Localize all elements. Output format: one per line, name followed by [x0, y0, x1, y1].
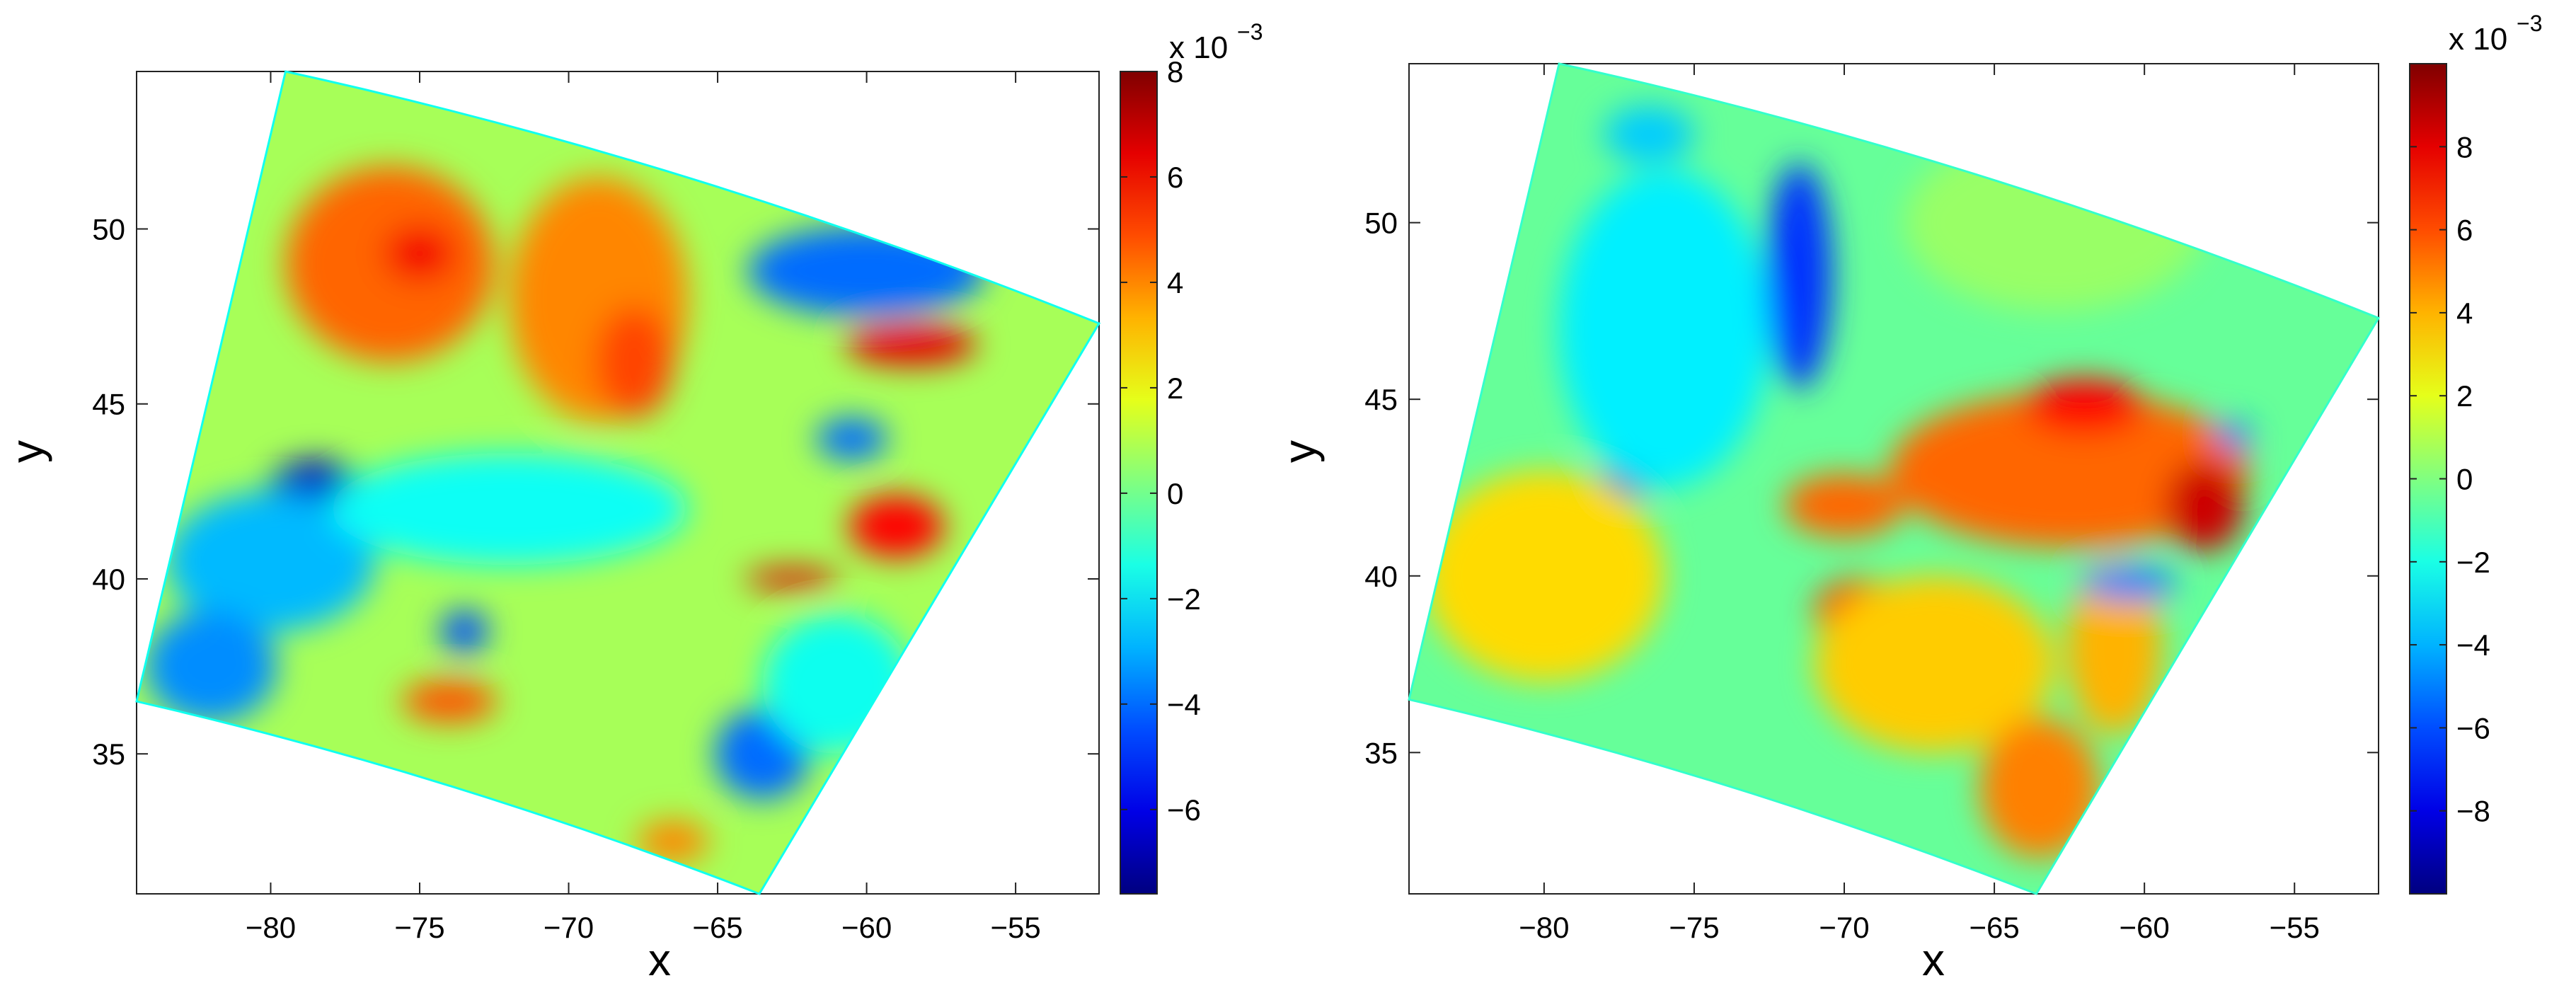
left-field-feature: [330, 452, 688, 565]
right-x-axis-label: x: [1922, 934, 1945, 985]
right-field-feature: [1766, 162, 1833, 389]
right-colorbar-multiplier: x 10: [2449, 22, 2507, 57]
right-colorbar-tick-label: 6: [2456, 214, 2473, 247]
left-y-tick-label: 40: [92, 563, 125, 596]
left-x-tick-label: −80: [246, 911, 296, 944]
left-panel: −80 −75 −70 −65 −60 −55 35 40 45 50 x y −6 −4 −2 0 2…: [1, 19, 1263, 985]
left-domain-outline: [135, 70, 1101, 895]
right-field-feature: [2216, 420, 2253, 449]
right-x-tick-label: −80: [1519, 911, 1569, 944]
right-colorbar-tick-label: −4: [2456, 628, 2490, 662]
left-field-feature: [440, 610, 488, 653]
right-y-tick-label: 50: [1364, 207, 1398, 240]
left-field-feature: [384, 225, 456, 282]
left-colorbar-tick-label: −6: [1167, 793, 1201, 827]
left-field-feature: [145, 610, 277, 723]
left-colorbar: −6 −4 −2 0 2 4 6 8: [1120, 55, 1201, 895]
right-colorbar-tick-label: 4: [2456, 297, 2473, 330]
left-colorbar-scale: [1120, 71, 1158, 895]
left-colorbar-tick-label: 6: [1167, 161, 1183, 194]
left-colorbar-multiplier: x 10: [1169, 30, 1228, 65]
left-x-tick-label: −60: [841, 911, 892, 944]
left-field-feature: [849, 495, 945, 558]
right-colorbar-tick-label: −6: [2456, 711, 2490, 745]
left-x-axis-label: x: [648, 934, 671, 985]
left-field-feature: [401, 680, 498, 723]
right-field-feature: [1784, 473, 1904, 537]
right-colorbar: −8 −6 −4 −2 0 2 4 6 8: [2409, 63, 2490, 895]
right-y-axis-label: y: [1274, 440, 1325, 463]
left-field-feature: [744, 568, 840, 590]
right-domain-outline: [1408, 62, 2381, 895]
left-field-feature: [166, 491, 375, 632]
right-field-feature: [1889, 392, 2250, 548]
right-field-feature: [2024, 378, 2145, 435]
right-x-tick-label: −70: [1819, 911, 1869, 944]
right-field-feature: [1979, 717, 2100, 859]
left-x-tick-label: −70: [544, 911, 594, 944]
left-colorbar-tick-label: 4: [1167, 266, 1183, 299]
left-field-feature: [637, 820, 709, 863]
right-x-tick-label: −60: [2120, 911, 2170, 944]
left-x-tick-label: −65: [692, 911, 742, 944]
left-colorbar-tick-label: −4: [1167, 688, 1201, 721]
left-colorbar-exponent: −3: [1237, 19, 1263, 45]
right-colorbar-tick-label: 8: [2456, 130, 2473, 163]
left-colorbar-tick-label: 8: [1167, 55, 1183, 88]
right-field-feature: [1424, 470, 1664, 682]
right-x-tick-label: −65: [1969, 911, 2019, 944]
right-y-tick-label: 35: [1364, 736, 1398, 769]
right-field-feature: [1814, 575, 2054, 753]
left-y-tick-label: 50: [92, 213, 125, 246]
right-colorbar-tick-label: 0: [2456, 463, 2473, 496]
left-field-feature: [595, 306, 673, 418]
left-x-tick-label: −75: [394, 911, 444, 944]
right-y-tick-label: 45: [1364, 383, 1398, 416]
right-y-axis: 35 40 45 50: [1364, 207, 2379, 769]
right-y-tick-label: 40: [1364, 560, 1398, 593]
right-field-feature: [1604, 105, 1694, 163]
left-colorbar-tick-label: 2: [1167, 372, 1183, 405]
left-y-tick-label: 45: [92, 388, 125, 421]
left-colorbar-tick-label: 0: [1167, 477, 1183, 510]
left-y-tick-label: 35: [92, 737, 125, 771]
right-field-feature: [2066, 558, 2163, 735]
right-colorbar-tick-label: −2: [2456, 546, 2490, 579]
right-field-feature: [1559, 169, 1769, 488]
right-field-feature: [2165, 459, 2244, 551]
left-field-feature: [816, 418, 888, 460]
left-y-axis-label: y: [1, 440, 52, 463]
left-y-axis: 35 40 45 50: [92, 213, 1099, 771]
left-x-axis: −80 −75 −70 −65 −60 −55: [246, 71, 1041, 944]
right-x-tick-label: −75: [1669, 911, 1719, 944]
right-colorbar-exponent: −3: [2517, 11, 2542, 36]
right-field-feature: [2081, 565, 2178, 601]
right-colorbar-tick-label: 2: [2456, 379, 2473, 413]
left-field-feature: [846, 323, 977, 366]
left-x-tick-label: −55: [990, 911, 1040, 944]
right-x-axis: −80 −75 −70 −65 −60 −55: [1519, 64, 2320, 944]
right-x-tick-label: −55: [2270, 911, 2320, 944]
left-colorbar-tick-label: −2: [1167, 582, 1201, 616]
right-colorbar-tick-label: −8: [2456, 795, 2490, 828]
